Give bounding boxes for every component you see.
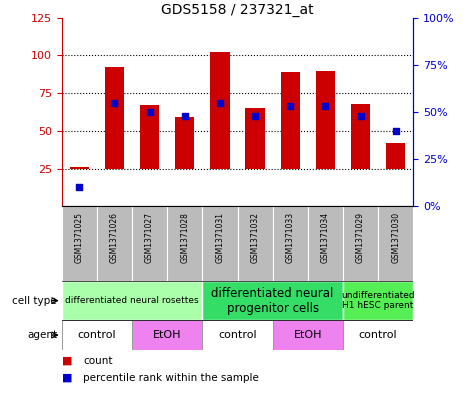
Bar (343, 320, 413, 350)
Bar (62, 281, 202, 320)
Text: GSM1371027: GSM1371027 (145, 212, 154, 263)
Text: undifferentiated
H1 hESC parent: undifferentiated H1 hESC parent (341, 291, 415, 310)
Bar (351, 104, 370, 169)
Text: GSM1371034: GSM1371034 (321, 212, 330, 263)
Bar (210, 52, 229, 169)
Bar (62, 320, 132, 350)
Text: EtOH: EtOH (294, 330, 322, 340)
Bar (105, 68, 124, 169)
Bar (132, 320, 202, 350)
Text: GSM1371030: GSM1371030 (391, 212, 400, 263)
Point (392, 128, 399, 134)
Point (286, 103, 294, 110)
Bar (175, 117, 194, 169)
Bar (202, 206, 238, 281)
Text: differentiated neural rosettes: differentiated neural rosettes (65, 296, 199, 305)
Bar (386, 143, 405, 169)
Bar (62, 206, 97, 281)
Bar (316, 70, 335, 169)
Point (111, 99, 118, 106)
Point (181, 113, 189, 119)
Text: differentiated neural
progenitor cells: differentiated neural progenitor cells (211, 286, 334, 315)
Bar (281, 72, 300, 169)
Text: ■: ■ (62, 373, 72, 383)
Point (76, 184, 83, 191)
Point (146, 109, 153, 115)
Bar (238, 206, 273, 281)
Text: control: control (218, 330, 257, 340)
Bar (273, 206, 308, 281)
Title: GDS5158 / 237321_at: GDS5158 / 237321_at (161, 3, 314, 17)
Point (216, 99, 224, 106)
Point (322, 103, 329, 110)
Bar (70, 167, 89, 169)
Point (251, 113, 259, 119)
Bar (132, 206, 167, 281)
Text: GSM1371025: GSM1371025 (75, 212, 84, 263)
Text: agent: agent (27, 330, 57, 340)
Text: count: count (83, 356, 113, 366)
Text: percentile rank within the sample: percentile rank within the sample (83, 373, 259, 383)
Bar (378, 206, 413, 281)
Bar (202, 320, 273, 350)
Text: GSM1371028: GSM1371028 (180, 212, 189, 263)
Text: GSM1371026: GSM1371026 (110, 212, 119, 263)
Text: EtOH: EtOH (153, 330, 181, 340)
Bar (273, 320, 343, 350)
Bar (308, 206, 343, 281)
Text: control: control (77, 330, 116, 340)
Bar (343, 281, 413, 320)
Text: control: control (359, 330, 398, 340)
Bar (167, 206, 202, 281)
Text: GSM1371032: GSM1371032 (251, 212, 259, 263)
Text: cell type: cell type (12, 296, 57, 306)
Bar (343, 206, 378, 281)
Text: GSM1371033: GSM1371033 (286, 212, 294, 263)
Bar (202, 281, 343, 320)
Text: ■: ■ (62, 356, 72, 366)
Bar (97, 206, 132, 281)
Text: GSM1371031: GSM1371031 (216, 212, 224, 263)
Text: GSM1371029: GSM1371029 (356, 212, 365, 263)
Point (357, 113, 364, 119)
Bar (140, 105, 159, 169)
Bar (246, 108, 265, 169)
